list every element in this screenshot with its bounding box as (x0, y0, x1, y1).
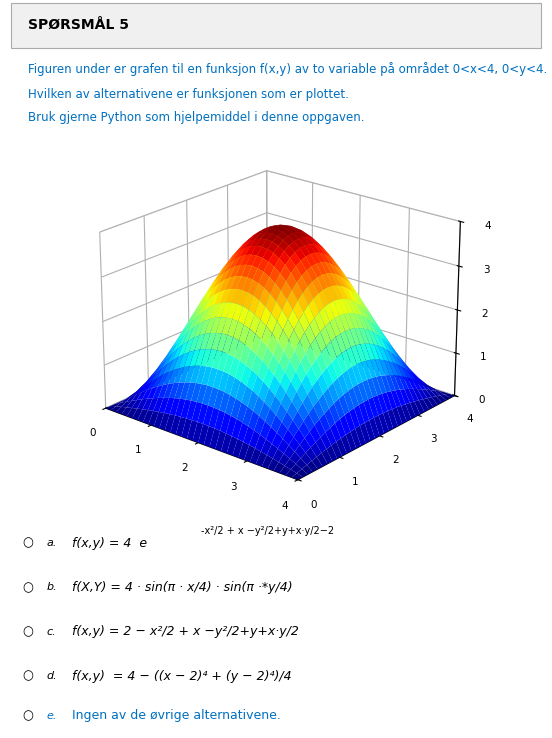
Text: f(x,y)  = 4 − ((x − 2)⁴ + (y − 2)⁴)/4: f(x,y) = 4 − ((x − 2)⁴ + (y − 2)⁴)/4 (72, 669, 291, 683)
Text: f(x,y) = 4  e: f(x,y) = 4 e (72, 537, 147, 550)
FancyBboxPatch shape (11, 2, 541, 48)
Text: ○: ○ (22, 709, 33, 723)
Text: Bruk gjerne Python som hjelpemiddel i denne oppgaven.: Bruk gjerne Python som hjelpemiddel i de… (28, 111, 364, 125)
Text: SPØRSMÅL 5: SPØRSMÅL 5 (28, 18, 129, 32)
Text: ○: ○ (22, 669, 33, 683)
Text: c.: c. (47, 627, 56, 637)
Text: Hvilken av alternativene er funksjonen som er plottet.: Hvilken av alternativene er funksjonen s… (28, 88, 348, 100)
Text: ○: ○ (22, 581, 33, 594)
Text: Ingen av de øvrige alternativene.: Ingen av de øvrige alternativene. (72, 709, 280, 723)
Text: b.: b. (47, 582, 57, 593)
Text: a.: a. (47, 538, 57, 548)
Text: f(X,Y) = 4 · sin(π · x/4) · sin(π ·*y/4): f(X,Y) = 4 · sin(π · x/4) · sin(π ·*y/4) (72, 581, 293, 594)
Text: e.: e. (47, 711, 57, 721)
Text: ○: ○ (22, 537, 33, 550)
Text: -x²/2 + x −y²/2+y+x·y/2−2: -x²/2 + x −y²/2+y+x·y/2−2 (201, 526, 335, 536)
Text: d.: d. (47, 671, 57, 681)
Text: f(x,y) = 2 − x²/2 + x −y²/2+y+x·y/2: f(x,y) = 2 − x²/2 + x −y²/2+y+x·y/2 (72, 625, 299, 638)
Text: ○: ○ (22, 625, 33, 638)
Text: Figuren under er grafen til en funksjon f(x,y) av to variable på området 0<x<4, : Figuren under er grafen til en funksjon … (28, 62, 547, 76)
